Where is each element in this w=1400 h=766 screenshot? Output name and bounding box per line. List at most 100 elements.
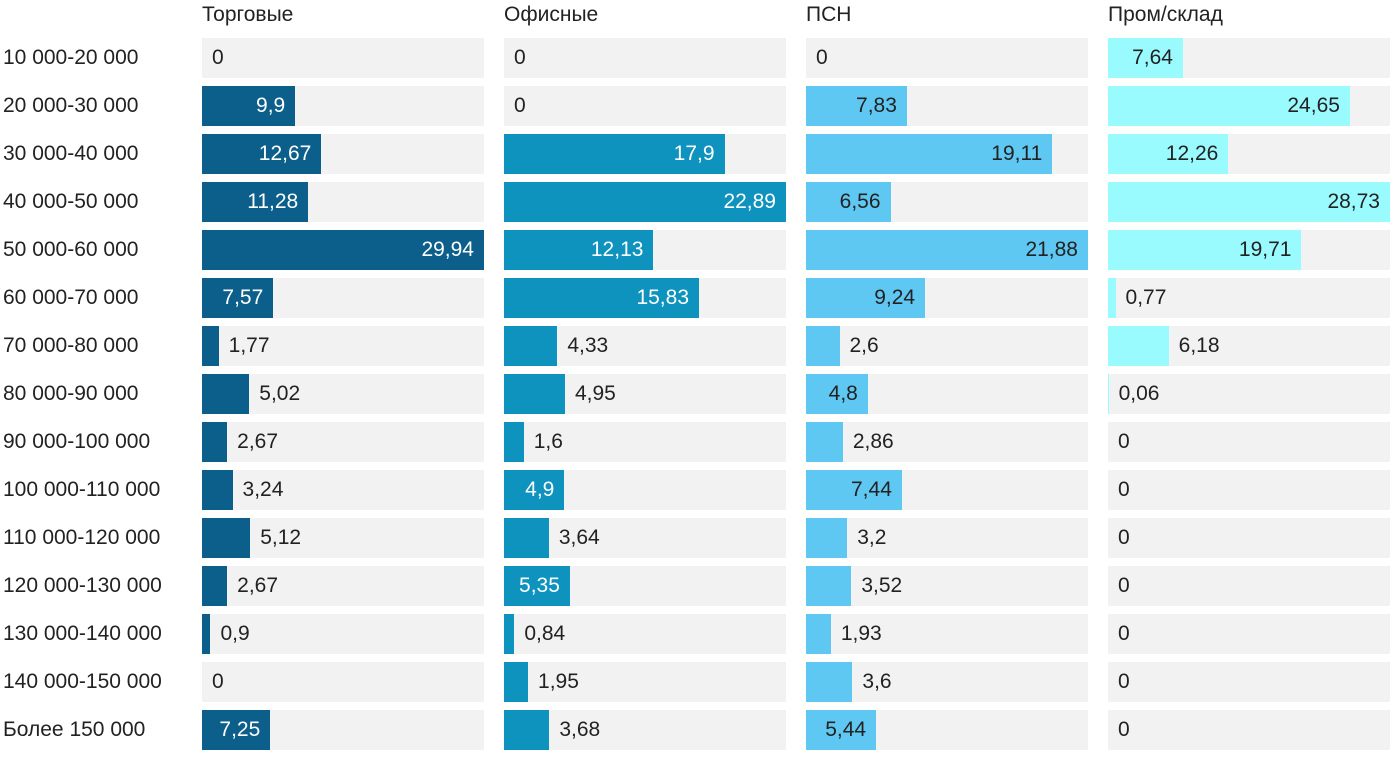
data-label: 5,12 — [260, 526, 302, 549]
bar — [504, 230, 654, 270]
data-label: 0 — [1118, 430, 1130, 453]
data-label: 5,44 — [825, 718, 867, 741]
bar — [202, 230, 484, 270]
data-label: 4,8 — [828, 382, 858, 405]
bar-track — [202, 614, 484, 654]
bar-track — [1108, 662, 1390, 702]
data-label: 12,67 — [258, 142, 312, 165]
bar-track — [1108, 470, 1390, 510]
bar — [1108, 326, 1169, 366]
bar-track — [504, 710, 786, 750]
category-label: 60 000-70 000 — [3, 286, 139, 309]
data-label: 9,9 — [256, 94, 286, 117]
data-label: 1,93 — [840, 622, 882, 645]
category-label: 140 000-150 000 — [3, 670, 162, 693]
bar — [202, 470, 233, 510]
data-label: 9,24 — [874, 286, 916, 309]
panel-title: Пром/склад — [1108, 3, 1223, 26]
data-label: 0 — [1118, 718, 1130, 741]
data-label: 1,6 — [533, 430, 563, 453]
data-label: 2,86 — [852, 430, 894, 453]
bar — [1108, 182, 1390, 222]
category-label: 80 000-90 000 — [3, 382, 139, 405]
category-label: Более 150 000 — [3, 718, 146, 741]
bar — [202, 518, 251, 558]
bar — [504, 518, 549, 558]
data-label: 4,9 — [525, 478, 555, 501]
bar-track — [806, 518, 1088, 558]
bar-track — [202, 662, 484, 702]
bar — [806, 710, 877, 750]
bar — [202, 278, 274, 318]
bar-track — [202, 326, 484, 366]
data-label: 5,35 — [519, 574, 560, 597]
bar-track — [504, 422, 786, 462]
bar — [1108, 230, 1302, 270]
data-label: 2,67 — [237, 430, 279, 453]
data-label: 1,77 — [228, 334, 270, 357]
data-label: 12,13 — [590, 238, 644, 261]
bar-track — [504, 614, 786, 654]
bar-track — [806, 566, 1088, 606]
bar — [202, 86, 296, 126]
data-label: 0,9 — [220, 622, 250, 645]
bar — [504, 182, 786, 222]
category-label: 130 000-140 000 — [3, 622, 162, 645]
data-label: 3,6 — [862, 670, 892, 693]
bar — [806, 566, 852, 606]
bar — [806, 230, 1088, 270]
bar — [1108, 374, 1109, 414]
bar-track — [504, 86, 786, 126]
bar — [202, 710, 271, 750]
data-label: 0 — [1118, 622, 1130, 645]
category-label: 40 000-50 000 — [3, 190, 139, 213]
data-label: 28,73 — [1327, 190, 1380, 213]
data-label: 29,94 — [421, 238, 474, 261]
bar-track — [202, 422, 484, 462]
data-label: 11,28 — [247, 190, 299, 213]
bar — [202, 422, 228, 462]
bar — [806, 518, 848, 558]
bar — [504, 710, 550, 750]
bar-track — [1108, 710, 1390, 750]
data-label: 21,88 — [1025, 238, 1078, 261]
bar — [806, 662, 853, 702]
panel-title: Офисные — [504, 3, 599, 26]
data-label: 4,95 — [574, 382, 616, 405]
data-label: 0 — [212, 46, 224, 69]
bar — [504, 278, 700, 318]
bar — [202, 134, 322, 174]
data-label: 15,83 — [636, 286, 690, 309]
bar — [806, 422, 843, 462]
bar — [504, 374, 565, 414]
data-label: 2,67 — [237, 574, 279, 597]
data-label: 22,89 — [723, 190, 776, 213]
data-label: 12,26 — [1165, 142, 1219, 165]
category-label: 20 000-30 000 — [3, 94, 139, 117]
bar-track — [806, 422, 1088, 462]
bar-track — [1108, 278, 1390, 318]
bar — [806, 470, 902, 510]
data-label: 0 — [1118, 574, 1130, 597]
data-label: 17,9 — [673, 142, 715, 165]
bar-track — [806, 326, 1088, 366]
data-label: 19,71 — [1238, 238, 1292, 261]
bar — [806, 614, 831, 654]
category-label: 120 000-130 000 — [3, 574, 162, 597]
data-label: 0 — [1118, 670, 1130, 693]
panel-title: Торговые — [202, 3, 294, 26]
bar-track — [1108, 374, 1390, 414]
bar — [1108, 134, 1229, 174]
bar-track — [504, 518, 786, 558]
bar — [202, 326, 219, 366]
data-label: 0 — [212, 670, 224, 693]
bar-track — [806, 38, 1088, 78]
bar — [1108, 86, 1350, 126]
bar — [202, 374, 250, 414]
bar-track — [202, 38, 484, 78]
category-label: 10 000-20 000 — [3, 46, 139, 69]
category-label: 50 000-60 000 — [3, 238, 139, 261]
bar — [1108, 278, 1116, 318]
data-label: 4,33 — [567, 334, 609, 357]
